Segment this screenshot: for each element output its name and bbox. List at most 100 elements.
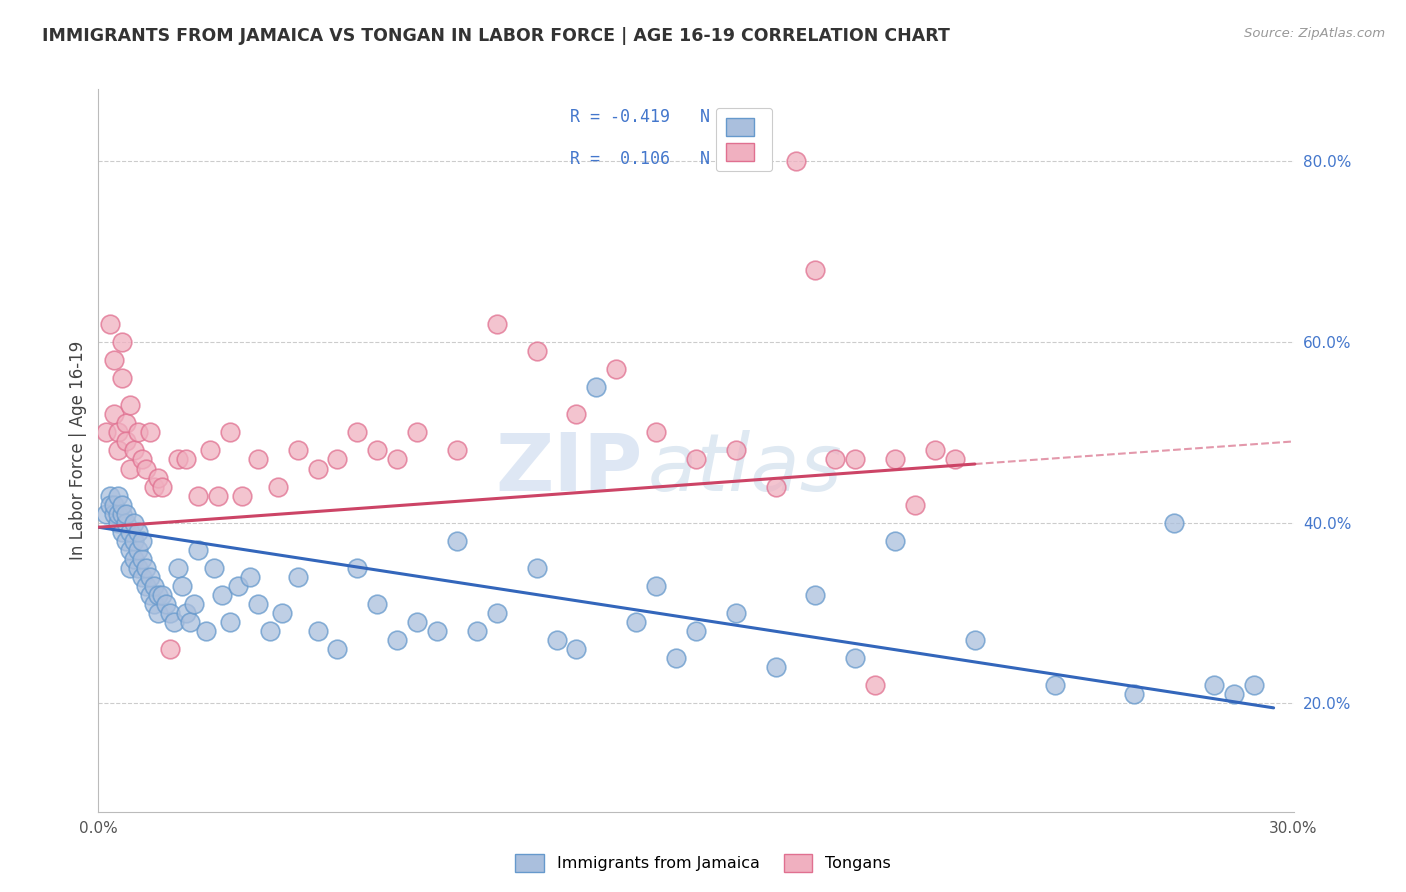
Point (98, 489, 122, 503)
Point (120, 561, 142, 575)
Point (485, 606, 508, 620)
Point (148, 470, 170, 484)
Point (183, 597, 205, 611)
Point (143, 579, 166, 593)
Point (159, 642, 181, 657)
Point (426, 624, 449, 639)
Point (103, 498, 125, 512)
Point (1123, 687, 1146, 701)
Point (131, 551, 153, 566)
Point (98, 317, 122, 331)
Legend: , : , (716, 108, 772, 171)
Point (546, 633, 568, 648)
Point (307, 624, 329, 639)
Point (107, 489, 129, 503)
Point (226, 579, 249, 593)
Point (107, 443, 129, 458)
Point (385, 452, 409, 467)
Point (211, 588, 233, 602)
Point (187, 489, 209, 503)
Point (127, 425, 149, 440)
Point (103, 507, 125, 521)
Point (107, 507, 129, 521)
Point (115, 434, 138, 449)
Point (143, 480, 166, 494)
Point (179, 615, 201, 629)
Point (1163, 516, 1185, 530)
Point (124, 516, 146, 530)
Point (406, 425, 429, 440)
Point (174, 606, 197, 620)
Point (239, 570, 262, 584)
Point (150, 480, 173, 494)
Point (202, 561, 225, 575)
Point (103, 353, 125, 368)
Point (135, 561, 157, 575)
Point (605, 362, 627, 376)
Point (219, 615, 242, 629)
Point (139, 588, 162, 602)
Point (124, 443, 146, 458)
Point (195, 624, 218, 639)
Point (366, 597, 388, 611)
Point (287, 443, 309, 458)
Point (824, 452, 846, 467)
Point (366, 443, 388, 458)
Text: R = -0.419   N = 84: R = -0.419 N = 84 (571, 108, 761, 126)
Point (131, 570, 153, 584)
Point (172, 579, 194, 593)
Point (143, 597, 166, 611)
Point (844, 651, 866, 665)
Point (884, 533, 907, 548)
Point (259, 624, 281, 639)
Point (307, 461, 329, 475)
Point (135, 579, 157, 593)
Point (1043, 678, 1066, 692)
Point (645, 579, 668, 593)
Point (174, 452, 197, 467)
Point (120, 524, 142, 539)
Point (103, 407, 125, 421)
Point (155, 597, 177, 611)
Point (485, 317, 508, 331)
Point (406, 615, 429, 629)
Point (163, 615, 186, 629)
Point (765, 660, 787, 674)
Point (346, 425, 368, 440)
Point (765, 480, 787, 494)
Point (526, 561, 548, 575)
Point (127, 524, 149, 539)
Point (943, 452, 966, 467)
Point (167, 561, 190, 575)
Point (131, 452, 153, 467)
Point (111, 335, 134, 350)
Point (446, 443, 468, 458)
Point (187, 542, 209, 557)
Point (111, 524, 134, 539)
Point (207, 489, 229, 503)
Text: ZIP: ZIP (495, 430, 643, 508)
Y-axis label: In Labor Force | Age 16-19: In Labor Force | Age 16-19 (69, 341, 87, 560)
Point (326, 452, 349, 467)
Point (665, 651, 688, 665)
Point (120, 461, 142, 475)
Point (124, 533, 146, 548)
Point (107, 425, 129, 440)
Point (346, 561, 368, 575)
Legend: Immigrants from Jamaica, Tongans: Immigrants from Jamaica, Tongans (508, 847, 898, 880)
Point (107, 516, 129, 530)
Point (724, 443, 747, 458)
Point (446, 533, 468, 548)
Point (115, 417, 138, 431)
Point (645, 425, 668, 440)
Point (115, 507, 138, 521)
Point (167, 452, 190, 467)
Point (565, 407, 588, 421)
Point (385, 633, 409, 648)
Point (1243, 678, 1265, 692)
Point (804, 588, 827, 602)
Point (124, 551, 146, 566)
Text: R =  0.106   N = 55: R = 0.106 N = 55 (571, 150, 761, 168)
Point (785, 154, 807, 169)
Point (115, 516, 138, 530)
